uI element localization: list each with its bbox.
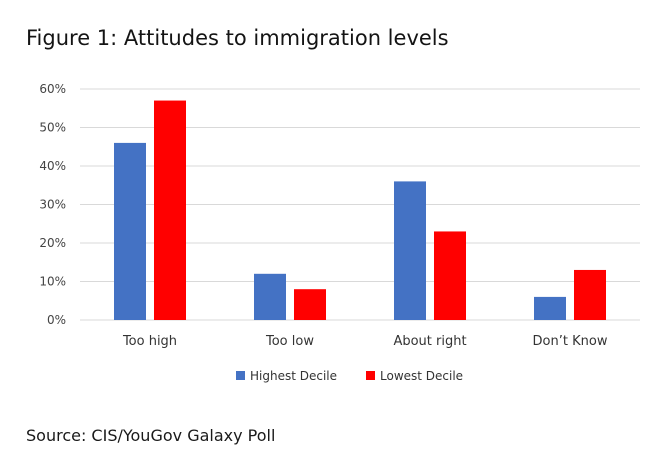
legend: Highest Decile Lowest Decile — [236, 369, 463, 383]
y-tick-label: 50% — [39, 121, 66, 135]
bar-lowest-decile-3 — [574, 269, 606, 320]
y-tick-label: 40% — [39, 159, 66, 173]
bars — [114, 100, 606, 320]
source-note: Source: CIS/YouGov Galaxy Poll — [26, 426, 276, 445]
bar-lowest-decile-1 — [294, 289, 326, 320]
y-tick-label: 0% — [47, 313, 66, 327]
x-category-label: Too low — [265, 334, 314, 349]
x-category-label: About right — [393, 334, 466, 349]
legend-label: Lowest Decile — [380, 369, 463, 383]
y-tick-label: 20% — [39, 236, 66, 250]
bar-lowest-decile-2 — [434, 231, 466, 320]
y-tick-label: 60% — [39, 82, 66, 96]
legend-swatch — [366, 371, 375, 380]
x-category-label: Too high — [122, 334, 177, 349]
legend-label: Highest Decile — [250, 369, 337, 383]
y-tick-label: 10% — [39, 275, 66, 289]
bar-highest-decile-0 — [114, 142, 146, 320]
x-axis-labels: Too high Too low About right Don’t Know — [122, 334, 608, 349]
bar-lowest-decile-0 — [154, 100, 186, 320]
bar-highest-decile-3 — [534, 296, 566, 320]
chart-title: Figure 1: Attitudes to immigration level… — [26, 26, 449, 50]
bar-highest-decile-2 — [394, 181, 426, 320]
y-tick-label: 30% — [39, 198, 66, 212]
x-category-label: Don’t Know — [533, 334, 608, 349]
legend-swatch — [236, 371, 245, 380]
y-axis-ticks: 0% 10% 20% 30% 40% 50% 60% — [39, 82, 66, 327]
bar-highest-decile-1 — [254, 273, 286, 320]
